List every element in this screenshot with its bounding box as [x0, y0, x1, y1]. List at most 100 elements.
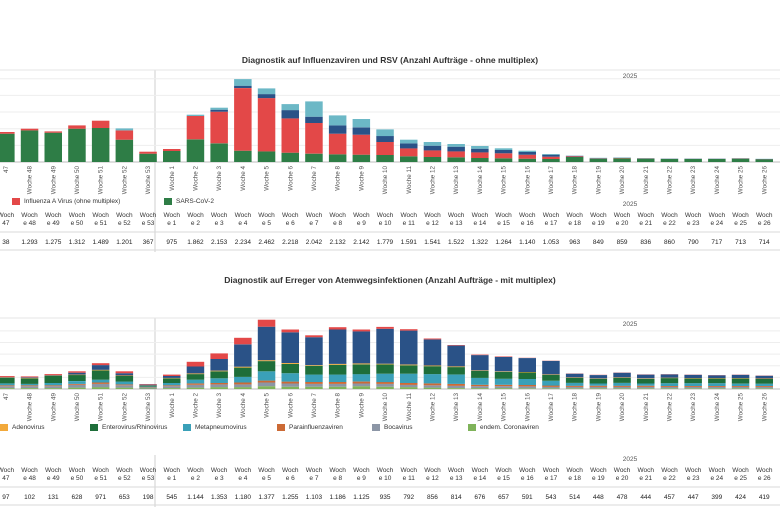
chart2-bar-segment — [660, 388, 679, 389]
legend-item-coronaviren: endem. Coronaviren — [468, 424, 539, 431]
chart2-bar-segment — [376, 328, 394, 364]
chart2-bar-segment — [684, 374, 702, 379]
chart2-bar-segment — [139, 385, 157, 387]
chart2-table-header: e 24 — [711, 475, 724, 482]
chart2-table-header: e 12 — [426, 475, 439, 482]
chart1-table-value: 849 — [593, 239, 604, 246]
chart1-bar-segment — [257, 88, 276, 95]
chart2-table-header: e 10 — [379, 475, 392, 482]
chart2-bar-segment — [494, 378, 513, 385]
chart2-table-header: e 14 — [474, 475, 487, 482]
chart1-table-value: 1.862 — [187, 239, 204, 246]
chart2-bar-segment — [68, 375, 86, 381]
chart1-bar-segment — [91, 128, 110, 162]
chart2-bar-segment — [708, 388, 726, 389]
chart2-bar-segment — [542, 374, 560, 381]
chart1-bar-segment — [518, 154, 536, 159]
chart2-table-value: 676 — [474, 494, 485, 501]
chart2-table-header: Woch — [519, 467, 536, 474]
chart2-bar-segment — [44, 388, 62, 389]
chart2-bar-segment — [708, 375, 726, 379]
chart2-bar-segment — [305, 365, 323, 375]
chart2-bar-segment — [328, 374, 347, 382]
chart2-bar-segment — [400, 373, 418, 383]
chart1-category-label: Woche 20 — [619, 166, 626, 195]
chart2-bar-segment — [708, 386, 726, 387]
chart2-bar-segment — [684, 386, 702, 387]
chart2-bar-segment — [328, 364, 347, 375]
chart2-bar-segment — [447, 345, 465, 367]
chart2-bar-segment — [91, 370, 110, 380]
chart2-table-header: e 52 — [118, 475, 131, 482]
chart1-bar-segment — [281, 118, 299, 153]
chart2-category-label: Woche 13 — [453, 393, 460, 422]
chart2-bar-segment — [234, 366, 252, 368]
chart2-bar-segment — [91, 369, 110, 371]
chart2-bar-segment — [163, 378, 181, 383]
chart1-table-value: 975 — [166, 239, 177, 246]
chart1-table-header: e 4 — [238, 220, 247, 227]
chart2-table-value: 971 — [95, 494, 106, 501]
chart2-bar-segment — [91, 379, 110, 383]
chart1-bar-segment — [210, 143, 228, 162]
chart1-table-year: 2025 — [623, 201, 638, 208]
chart2-table-header: Woch — [472, 467, 489, 474]
chart2-bar-segment — [708, 378, 726, 379]
chart2-bar-segment — [68, 384, 86, 388]
chart2-table-header: e 49 — [47, 475, 60, 482]
chart2-table-header: e 48 — [23, 475, 36, 482]
chart2-bar-segment — [163, 377, 181, 379]
chart2-category-label: Woche 18 — [572, 393, 579, 422]
chart2-table-header: e 23 — [687, 475, 700, 482]
chart2-table-value: 102 — [24, 494, 35, 501]
chart1-bar-segment — [376, 136, 394, 142]
chart2-bar-segment — [44, 374, 62, 375]
chart1-category-label: Woche 6 — [287, 166, 294, 191]
chart1-bar-segment — [139, 153, 157, 162]
chart1-table-header: e 18 — [568, 220, 581, 227]
chart1-bar-segment — [91, 120, 110, 128]
chart2-bar-segment — [400, 330, 418, 365]
chart1-bar-segment — [447, 157, 465, 162]
chart1-bar-segment — [542, 154, 560, 157]
chart2-table-header: e 2 — [191, 475, 200, 482]
chart2-table-value: 419 — [759, 494, 770, 501]
chart2-table-header: e 50 — [71, 475, 84, 482]
chart2-bar-segment — [305, 383, 323, 387]
chart2-table-value: 792 — [403, 494, 414, 501]
chart1-bar-segment — [376, 155, 394, 162]
chart2-table-header: e 21 — [639, 475, 652, 482]
chart1-table-header: e 15 — [497, 220, 510, 227]
chart2-table-header: Woch — [709, 467, 726, 474]
chart2-table-value: 444 — [640, 494, 651, 501]
legend-item-bocavirus: Bocavirus — [372, 424, 413, 431]
chart2-bar-segment — [257, 361, 276, 372]
chart1-bar-segment — [281, 104, 299, 111]
chart1-bar-segment — [400, 148, 418, 157]
chart2-bar-segment — [755, 375, 773, 379]
chart1-table-value: 859 — [617, 239, 628, 246]
chart2-table-value: 1.353 — [211, 494, 228, 501]
chart2-bar-segment — [447, 367, 465, 375]
chart1-category-label: Woche 15 — [501, 166, 508, 195]
chart2-bar-segment — [44, 385, 62, 387]
chart1-bar-segment — [257, 94, 276, 99]
chart2-bar-segment — [447, 366, 465, 368]
chart2-bar-segment — [234, 382, 252, 385]
chart2-bar-segment — [423, 385, 442, 388]
chart2-bar-segment — [328, 329, 347, 364]
chart2-table-header: e 17 — [545, 475, 558, 482]
chart2-bar-segment — [542, 385, 560, 387]
chart2-bar-segment — [637, 378, 655, 384]
chart2-table-header: Woch — [116, 467, 133, 474]
chart2-bar-segment — [589, 388, 608, 389]
chart1-category-label: Woche 12 — [429, 166, 436, 195]
chart2-bar-segment — [257, 371, 276, 381]
chart2-table-header: e 6 — [286, 475, 295, 482]
chart1-table-header: e 53 — [142, 220, 155, 227]
chart1-table-header: e 21 — [639, 220, 652, 227]
chart2-bar-segment — [163, 388, 181, 389]
chart2-bar-segment — [139, 388, 157, 389]
chart2-bar-segment — [542, 360, 560, 375]
chart2-bar-segment — [447, 388, 465, 389]
